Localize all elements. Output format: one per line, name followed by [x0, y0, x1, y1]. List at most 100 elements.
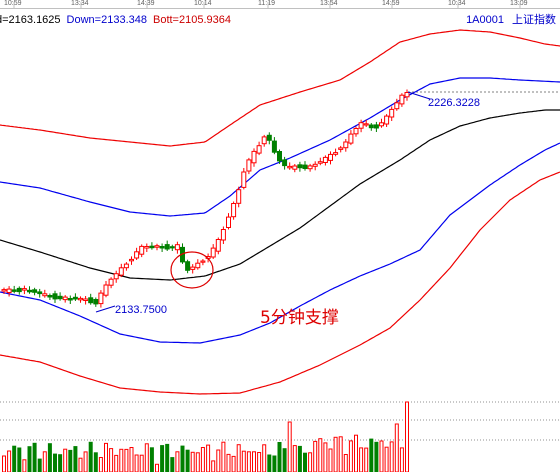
candlestick [190, 264, 196, 274]
time-tick-label: 13:09 [510, 0, 528, 7]
candlestick [271, 137, 277, 155]
volume-bar [114, 454, 119, 472]
volume-bar [129, 447, 134, 472]
support-annotation: 5分钟支撑 [260, 308, 339, 328]
candlestick [236, 186, 242, 208]
volume-bar [389, 441, 394, 472]
candlestick [307, 163, 313, 172]
candlestick [256, 141, 262, 156]
volume-bar [246, 451, 251, 472]
volume-bar [42, 451, 47, 472]
candlestick [384, 114, 390, 127]
candlestick [379, 118, 384, 128]
low-pointer-line [95, 305, 116, 313]
volume-bar [287, 421, 292, 472]
volume-bar [252, 451, 256, 472]
candlestick [220, 226, 226, 244]
candlestick-series [1, 89, 410, 308]
volume-bar [160, 445, 165, 472]
volume-bar [195, 452, 200, 472]
volume-bar [343, 454, 348, 472]
volume-bar [211, 460, 216, 472]
volume-bar [359, 447, 364, 472]
candlestick [98, 290, 104, 308]
candlestick [42, 289, 48, 298]
candlestick [52, 290, 58, 303]
volume-bar [73, 446, 78, 472]
volume-bar [144, 443, 149, 472]
volume-bar [88, 441, 93, 472]
volume-bar [124, 448, 129, 472]
volume-bar [257, 452, 262, 472]
security-name: 上证指数 [512, 14, 556, 26]
candlestick [16, 286, 22, 295]
volume-bar [200, 447, 205, 472]
volume-bar [170, 457, 175, 472]
volume-bar [180, 445, 185, 472]
security-code: 1A0001 [466, 14, 504, 26]
annotations: 2133.7500 2226.3228 5分钟支撑 [95, 91, 480, 328]
band-middle [0, 109, 560, 281]
volume-bar [369, 438, 374, 472]
volume-bar [83, 451, 88, 472]
candlestick [62, 295, 68, 303]
candlestick [338, 145, 344, 153]
candlestick [368, 123, 374, 131]
volume-bar [338, 436, 343, 472]
candlestick [353, 126, 359, 137]
volume-bar [282, 448, 287, 472]
volume-bar [104, 442, 108, 472]
indicator-legend: d=2163.1625 Down=2133.348 Bott=2105.9364 [0, 13, 231, 27]
time-axis: 10:59 13:34 14:39 10:14 11:19 13:54 14:59 10:34… [0, 0, 560, 9]
volume-bar [175, 451, 180, 472]
candlestick [404, 89, 410, 101]
grid-lines [0, 2, 560, 441]
candlestick [312, 161, 318, 171]
volume-bar [226, 453, 231, 472]
volume-bar [277, 442, 282, 472]
candlestick [72, 293, 78, 301]
candlestick [123, 262, 129, 271]
volume-bar [379, 440, 384, 472]
candlestick [373, 121, 379, 132]
volume-bar [68, 449, 73, 472]
volume-bar [405, 401, 409, 472]
candlestick [67, 295, 73, 304]
time-tick-label: 10:14 [194, 0, 212, 7]
volume-bar [98, 457, 103, 472]
band-lower-outer [0, 171, 560, 395]
volume-series [2, 401, 409, 472]
candlestick [333, 148, 339, 157]
volume-bar [47, 443, 52, 472]
candlestick [129, 256, 134, 265]
candlestick [32, 287, 38, 296]
volume-bar [58, 454, 63, 472]
candlestick [159, 243, 165, 252]
time-tick-label: 13:34 [71, 0, 89, 7]
candlestick [47, 293, 53, 300]
volume-bar [27, 446, 32, 472]
candlestick [27, 286, 32, 294]
volume-bar [364, 447, 369, 472]
high-pointer-line [407, 91, 431, 100]
volume-bar [313, 440, 318, 472]
security-title[interactable]: 1A0001 上证指数 [466, 13, 556, 27]
candlestick [343, 139, 349, 152]
candlestick [266, 132, 272, 145]
candlestick [210, 244, 216, 259]
volume-bar [399, 447, 404, 472]
volume-bar [272, 455, 277, 472]
volume-bar [155, 463, 159, 472]
volume-bar [63, 448, 68, 472]
volume-bar [2, 455, 6, 472]
volume-bar [93, 452, 98, 472]
candlestick [358, 119, 364, 133]
volume-bar [318, 438, 323, 472]
bollinger-bands [0, 29, 560, 395]
high-price-label: 2226.3228 [428, 97, 480, 109]
volume-bar [78, 457, 83, 472]
volume-bar [374, 441, 379, 472]
candlestick [394, 98, 400, 111]
volume-bar [262, 444, 267, 472]
